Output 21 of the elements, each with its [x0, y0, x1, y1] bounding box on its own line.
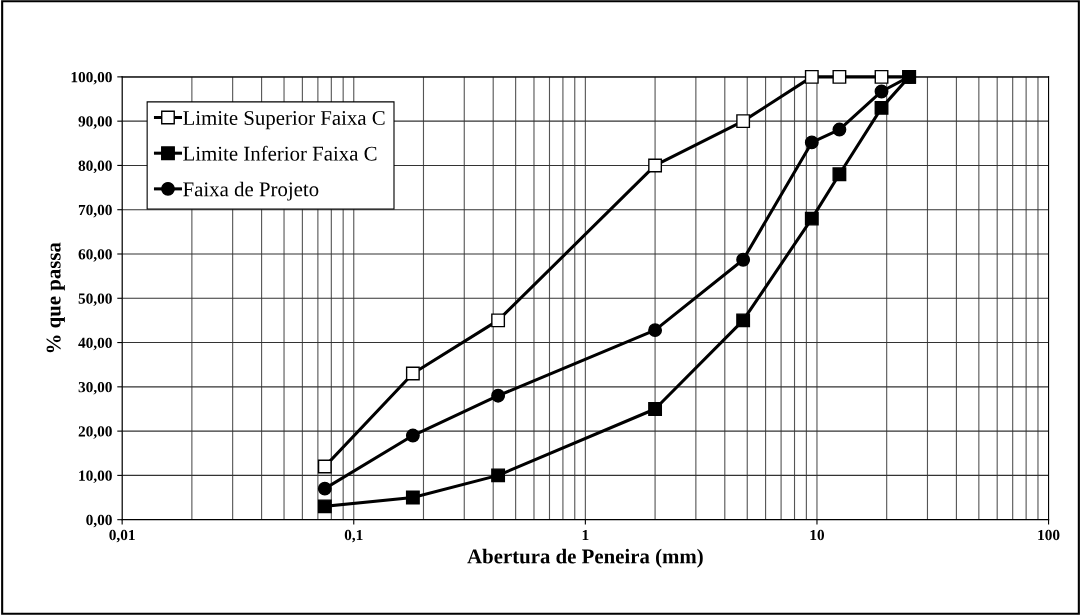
x-tick-label: 10 [810, 529, 825, 541]
x-tick-label: 0,1 [344, 529, 363, 543]
y-axis-title: % que passa [46, 242, 65, 353]
y-tick-label: 100,00 [71, 72, 112, 85]
x-axis-title: Abertura de Peneira (mm) [467, 548, 703, 568]
y-tick-label: 90,00 [78, 116, 112, 129]
y-tick-label: 50,00 [78, 293, 112, 306]
y-tick-label: 30,00 [78, 381, 112, 395]
y-tick-label: 10,00 [79, 470, 112, 484]
y-tick-label: 80,00 [78, 160, 112, 174]
legend-label: Faixa de Projeto [183, 181, 319, 201]
y-tick-label: 70,00 [78, 204, 112, 218]
legend-label: Limite Inferior Faixa C [183, 145, 377, 161]
x-tick-label: 0,01 [109, 529, 135, 543]
y-tick-label: 0,00 [86, 514, 112, 528]
x-tick-label: 1 [582, 529, 589, 540]
legend-label: Limite Superior Faixa C [183, 111, 385, 130]
y-tick-label: 40,00 [78, 337, 112, 351]
x-tick-label: 100 [1038, 529, 1060, 541]
y-tick-label: 60,00 [78, 249, 112, 262]
y-tick-label: 20,00 [78, 426, 112, 439]
